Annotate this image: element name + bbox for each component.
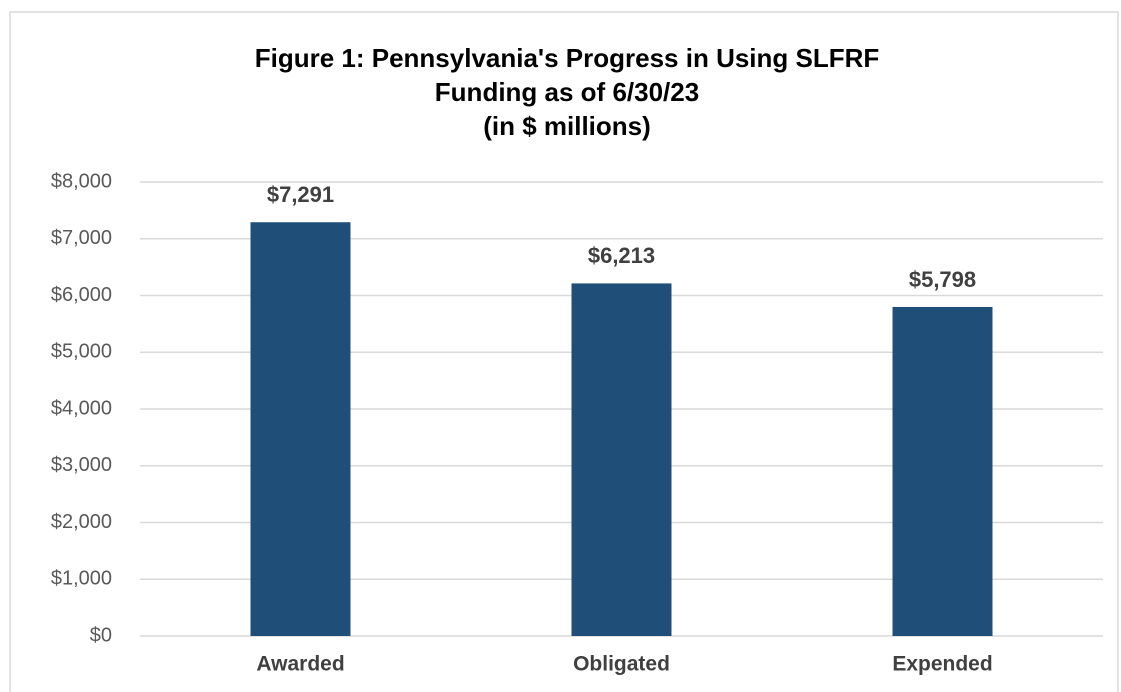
x-tick-label: Obligated xyxy=(573,653,670,676)
value-label: $6,213 xyxy=(588,243,655,268)
chart-title: (in $ millions) xyxy=(483,111,651,141)
chart-title: Figure 1: Pennsylvania's Progress in Usi… xyxy=(255,43,880,73)
chart-title: Funding as of 6/30/23 xyxy=(435,77,699,107)
x-tick-label: Expended xyxy=(892,653,992,676)
bar xyxy=(571,283,672,636)
value-label: $7,291 xyxy=(267,182,334,207)
y-tick-label: $8,000 xyxy=(51,170,112,192)
y-tick-label: $0 xyxy=(90,624,112,646)
bar xyxy=(250,222,351,636)
y-tick-label: $4,000 xyxy=(51,397,112,419)
y-tick-label: $1,000 xyxy=(51,568,112,590)
y-tick-label: $7,000 xyxy=(51,227,112,249)
x-tick-label: Awarded xyxy=(256,653,344,676)
bar xyxy=(892,306,993,636)
y-tick-label: $3,000 xyxy=(51,454,112,476)
y-tick-label: $5,000 xyxy=(51,341,112,363)
y-tick-label: $2,000 xyxy=(51,511,112,533)
value-label: $5,798 xyxy=(909,267,976,292)
y-tick-label: $6,000 xyxy=(51,284,112,306)
